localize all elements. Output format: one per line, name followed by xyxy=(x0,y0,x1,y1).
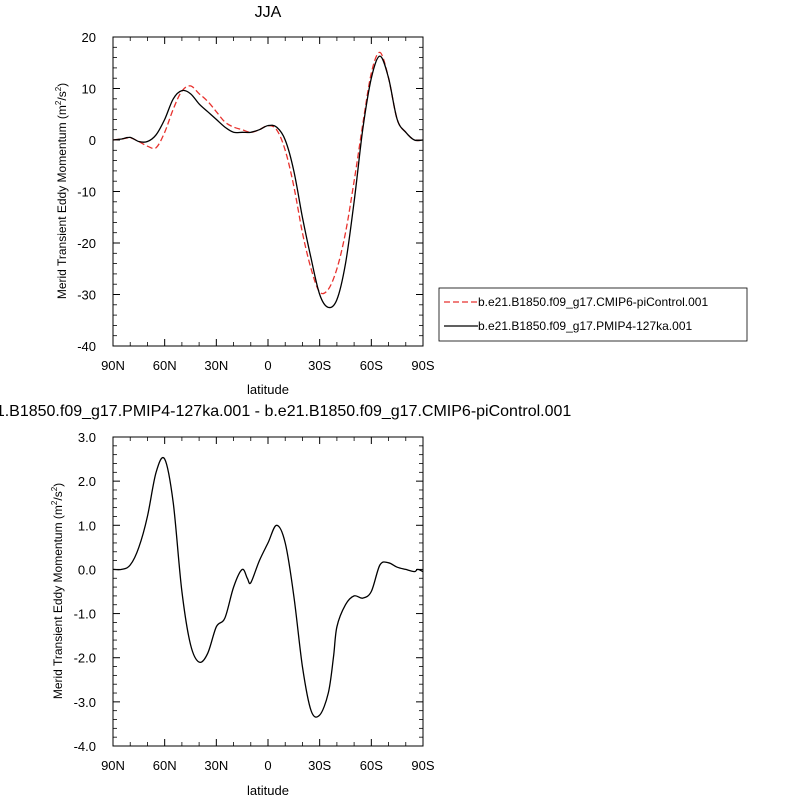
bottom-tick-marks xyxy=(112,436,424,747)
x-tick-label: 90S xyxy=(411,758,434,773)
y-tick-label: -20 xyxy=(77,236,96,251)
x-tick-label: 90S xyxy=(411,358,434,373)
x-tick-label: 30S xyxy=(308,758,331,773)
y-tick-label: 2.0 xyxy=(78,474,96,489)
top-plot-frame xyxy=(112,36,424,347)
bottom-y-axis-label: Merid Transient Eddy Momentum (m2/s2) xyxy=(50,483,65,699)
y-tick-label: -30 xyxy=(77,288,96,303)
legend-label-series-1: b.e21.B1850.f09_g17.CMIP6-piControl.001 xyxy=(478,295,708,309)
y-tick-label: -4.0 xyxy=(74,739,96,754)
bottom-x-axis-label: latitude xyxy=(247,783,289,798)
bottom-tick-labels: 90N 60N 30N 0 30S 60S 90S 3.0 2.0 1.0 0.0 -1.0 -2.0 -… xyxy=(74,430,435,773)
bottom-chart-panel: b.e21.B1850.f09_g17.PMIP4-127ka.001 - b.… xyxy=(0,403,571,798)
bottom-series-layer xyxy=(112,456,424,718)
y-tick-label: 0.0 xyxy=(78,562,96,577)
top-chart-title: JJA xyxy=(255,4,282,21)
x-tick-label: 60S xyxy=(360,758,383,773)
x-tick-label: 90N xyxy=(101,358,125,373)
series-line xyxy=(112,51,424,295)
x-tick-label: 30S xyxy=(308,358,331,373)
x-tick-label: 0 xyxy=(264,758,271,773)
y-tick-label: 20 xyxy=(82,30,96,45)
y-tick-label: 1.0 xyxy=(78,518,96,533)
series-line xyxy=(112,55,424,309)
legend-frame xyxy=(438,287,748,342)
y-tick-label: -10 xyxy=(77,185,96,200)
legend-label-series-2: b.e21.B1850.f09_g17.PMIP4-127ka.001 xyxy=(478,319,692,333)
y-tick-label: -1.0 xyxy=(74,607,96,622)
top-tick-labels: 90N 60N 30N 0 30S 60S 90S 20 10 0 -10 -20 -30 -40 xyxy=(77,30,435,373)
top-tick-marks xyxy=(112,36,424,347)
series-line xyxy=(112,456,424,718)
y-tick-label: -3.0 xyxy=(74,695,96,710)
x-tick-label: 60N xyxy=(153,758,177,773)
x-tick-label: 90N xyxy=(101,758,125,773)
bottom-plot-frame xyxy=(112,436,424,747)
x-tick-label: 0 xyxy=(264,358,271,373)
y-tick-label: -40 xyxy=(77,339,96,354)
x-tick-label: 60S xyxy=(360,358,383,373)
x-tick-label: 30N xyxy=(204,358,228,373)
x-tick-label: 30N xyxy=(204,758,228,773)
y-tick-label: -2.0 xyxy=(74,651,96,666)
y-tick-label: 3.0 xyxy=(78,430,96,445)
y-tick-label: 0 xyxy=(89,133,96,148)
x-tick-label: 60N xyxy=(153,358,177,373)
bottom-chart-title: b.e21.B1850.f09_g17.PMIP4-127ka.001 - b.… xyxy=(0,403,571,420)
top-series-layer xyxy=(112,51,424,309)
top-x-axis-label: latitude xyxy=(247,382,289,397)
y-tick-label: 10 xyxy=(82,82,96,97)
top-chart-legend: b.e21.B1850.f09_g17.CMIP6-piControl.001 … xyxy=(438,287,748,342)
top-y-axis-label: Merid Transient Eddy Momentum (m2/s2) xyxy=(54,83,69,299)
top-chart-panel: JJA 90N 60N 30N 0 30S 60S 90S 20 10 0 -10 -20 -30 -40… xyxy=(54,4,748,397)
